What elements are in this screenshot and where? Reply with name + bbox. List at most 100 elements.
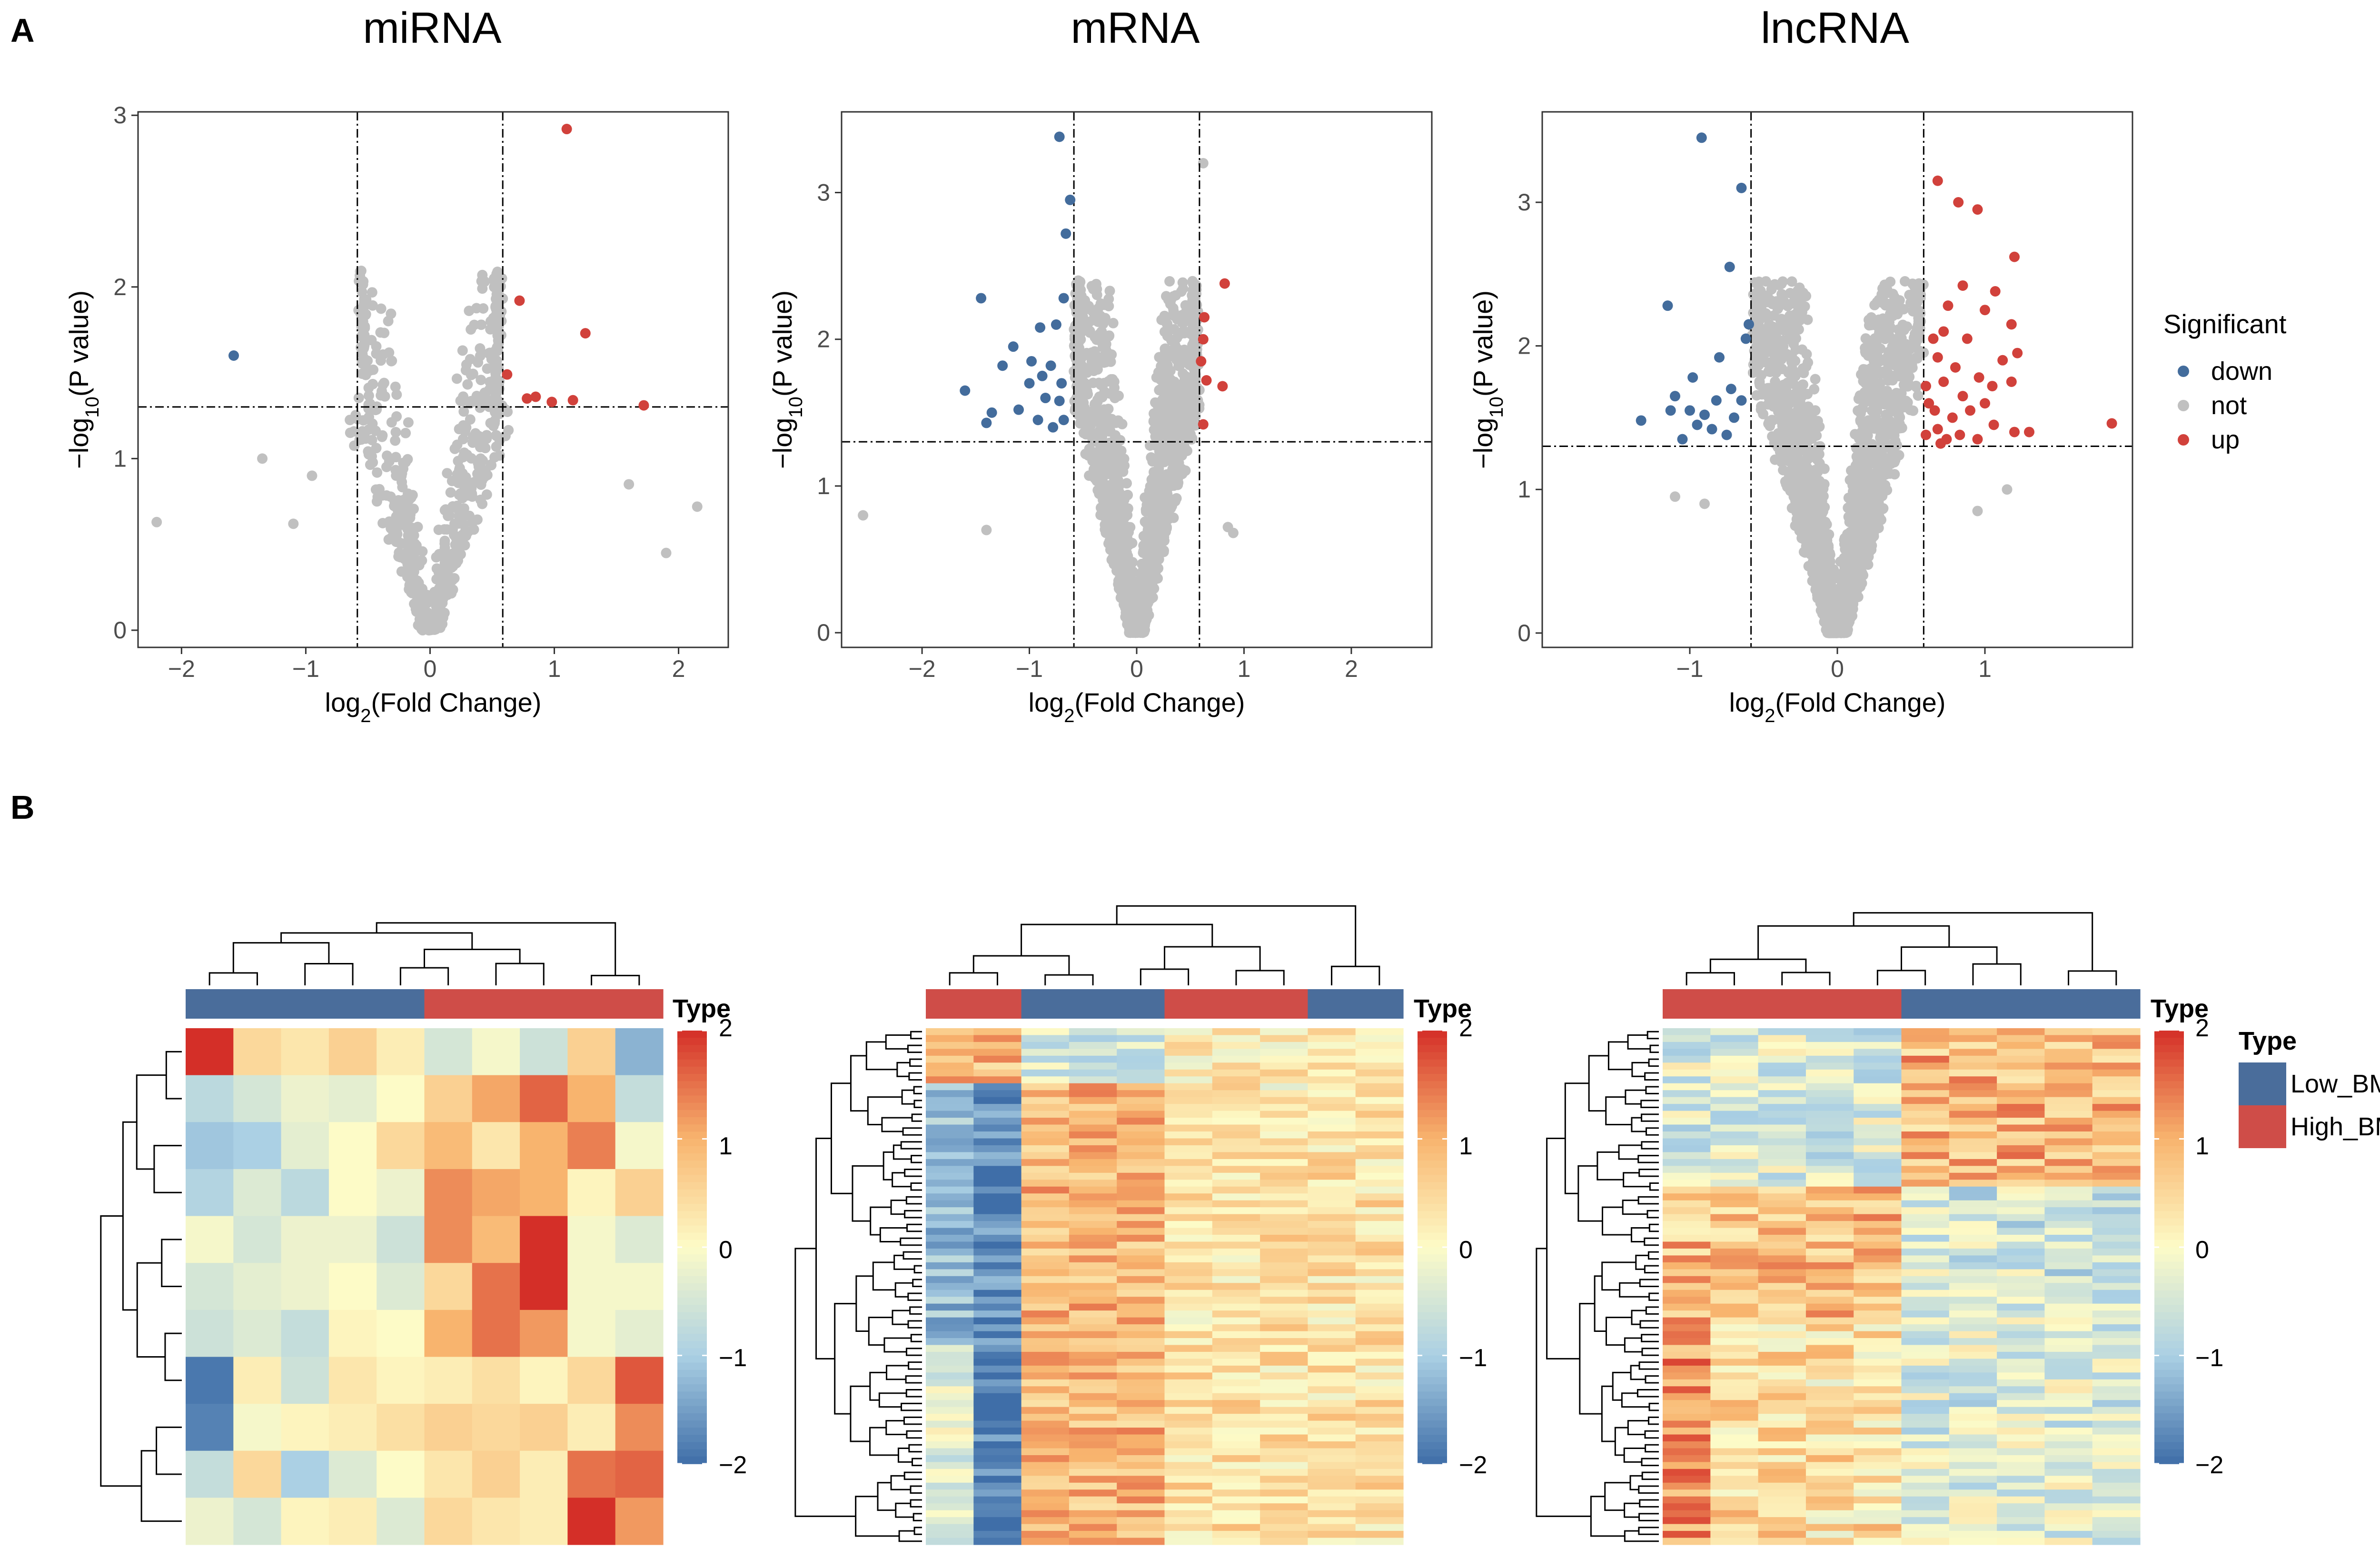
volcano-lncrna-down-point — [1744, 319, 1754, 330]
heatmap-mirna-cell — [424, 1075, 473, 1122]
volcano-mirna-not-point — [436, 611, 447, 622]
heatmap-mirna-cell — [377, 1310, 425, 1358]
heatmap-mirna-colorbar-segment — [677, 1204, 707, 1211]
volcano-lncrna-not-point — [1759, 357, 1770, 367]
heatmap-mirna-colorbar-segment — [677, 1161, 707, 1168]
volcano-mirna-not-point — [490, 276, 501, 287]
volcano-mirna-not-point — [467, 368, 478, 379]
volcano-mirna-not-point — [367, 300, 378, 311]
volcano-mrna-not-point — [1073, 319, 1084, 330]
volcano-lncrna-not-point — [1766, 323, 1777, 334]
heatmap-mrna-cell — [926, 1049, 974, 1056]
heatmap-mrna-cell — [1260, 1062, 1308, 1070]
heatmap-mirna-cell — [377, 1498, 425, 1545]
volcano-lncrna-down-point — [1677, 434, 1688, 445]
heatmap-mrna-cell — [1212, 1104, 1260, 1111]
heatmap-mrna-cell — [1308, 1097, 1356, 1104]
heatmap-mirna-cell — [424, 1216, 473, 1263]
heatmap-mirna-colorbar-segment — [677, 1131, 707, 1140]
volcano-mirna-not-point — [417, 546, 428, 557]
heatmap-mrna-cell — [1021, 1076, 1070, 1084]
volcano-mrna-down-point — [1032, 415, 1043, 426]
heatmap-mirna-cell — [377, 1404, 425, 1451]
heatmap-mrna-cell — [1164, 1097, 1213, 1104]
volcano-mirna-up-point — [580, 328, 591, 339]
volcano-lncrna-not-point — [1843, 502, 1854, 513]
volcano-mirna-down-point — [228, 350, 239, 361]
heatmap-mrna-cell — [1212, 1111, 1260, 1118]
volcano-mrna-down-point — [1058, 415, 1069, 426]
volcano-lncrna-y-tick-label: 1 — [1517, 476, 1531, 503]
volcano-lncrna-not-point — [1775, 438, 1785, 449]
volcano-lncrna-not-point — [1822, 541, 1833, 552]
volcano-mrna-not-point — [1179, 344, 1190, 355]
heatmap-mirna-cell — [615, 1216, 664, 1263]
volcano-mirna-not-point — [466, 396, 477, 407]
volcano-lncrna-not-point — [1877, 313, 1888, 324]
volcano-mirna-not-point — [433, 525, 444, 535]
volcano-mirna-not-point — [371, 443, 382, 454]
volcano-mirna-not-point — [449, 518, 460, 529]
volcano-mirna-not-point — [417, 624, 428, 635]
heatmap-mirna-cell — [186, 1028, 234, 1076]
heatmap-mirna-colorbar-segment — [677, 1247, 707, 1255]
volcano-lncrna-not-point — [1813, 495, 1824, 506]
volcano-mirna-not-point — [447, 502, 458, 513]
volcano-mrna-not-point — [1144, 486, 1155, 496]
heatmap-mirna-cell — [424, 1263, 473, 1310]
heatmap-mrna-cell — [1164, 1076, 1213, 1084]
volcano-mrna-x-tick-label: 0 — [1130, 655, 1143, 682]
volcano-mrna-not-point — [981, 525, 992, 536]
legend-down-label: down — [2211, 357, 2272, 386]
volcano-mrna-not-point — [1113, 576, 1124, 586]
volcano-mirna-not-point — [477, 283, 488, 294]
volcano-lncrna-not-point — [1827, 568, 1837, 579]
volcano-lncrna-up-point — [1932, 175, 1943, 186]
heatmap-mrna-cell — [1260, 1083, 1308, 1091]
heatmap-mirna-colorbar-segment — [677, 1355, 707, 1363]
volcano-mrna-not-point — [1118, 549, 1129, 560]
volcano-mirna-up-point — [638, 400, 649, 411]
heatmap-mrna-cell — [1164, 1049, 1213, 1056]
heatmap-mirna-cell — [233, 1263, 282, 1310]
heatmap-mrna-cell — [1117, 1028, 1165, 1036]
volcano-mirna-not-point — [480, 443, 491, 454]
volcano-mirna-not-point — [348, 426, 359, 437]
volcano-mrna-not-point — [1188, 376, 1199, 386]
volcano-mrna-not-point — [1103, 331, 1114, 342]
volcano-lncrna-not-point — [1814, 421, 1825, 432]
heatmap-mrna-cell — [1355, 1097, 1404, 1104]
volcano-lncrna-not-point — [1912, 306, 1923, 317]
volcano-lncrna-up-point — [1965, 405, 1975, 416]
volcano-mirna-not-point — [408, 551, 419, 562]
volcano-mrna-not-point — [1167, 473, 1178, 484]
volcano-lncrna-not-point — [1774, 279, 1785, 290]
heatmap-mrna-cell — [1260, 1097, 1308, 1104]
heatmap-mrna-cell — [926, 1042, 974, 1049]
volcano-mirna-not-point — [353, 392, 364, 403]
volcano-lncrna-not-point — [1788, 427, 1799, 437]
heatmap-mirna-cell — [281, 1498, 329, 1545]
volcano-mrna-down-point — [986, 407, 997, 418]
heatmap-mirna-cell — [186, 1122, 234, 1170]
volcano-mirna-frame — [137, 111, 729, 648]
heatmap-mrna-cell — [926, 1111, 974, 1118]
volcano-mirna-not-point — [473, 461, 484, 472]
volcano-mirna-not-point — [354, 435, 365, 445]
heatmap-mirna-cell — [424, 1498, 473, 1545]
heatmap-mrna-cell — [973, 1055, 1022, 1063]
volcano-lncrna-up-point — [2024, 427, 2034, 437]
heatmap-mrna-cell — [1021, 1118, 1070, 1125]
volcano-lncrna-not-point — [1830, 605, 1841, 616]
heatmap-mrna-cell — [1308, 1069, 1356, 1077]
heatmap-mrna-cell — [1164, 1028, 1213, 1036]
heatmap-mirna-cell — [424, 1357, 473, 1404]
volcano-mrna-down-point — [1054, 131, 1065, 142]
heatmap-mirna-cell — [472, 1404, 520, 1451]
heatmap-mirna-cell — [472, 1028, 520, 1076]
volcano-mirna-x-tick-label: 0 — [424, 655, 437, 682]
volcano-lncrna-not-point — [1756, 401, 1766, 412]
heatmap-mrna-cell — [1308, 1028, 1356, 1036]
volcano-mirna-not-point — [486, 459, 496, 470]
heatmap-mirna-cell — [328, 1122, 377, 1170]
